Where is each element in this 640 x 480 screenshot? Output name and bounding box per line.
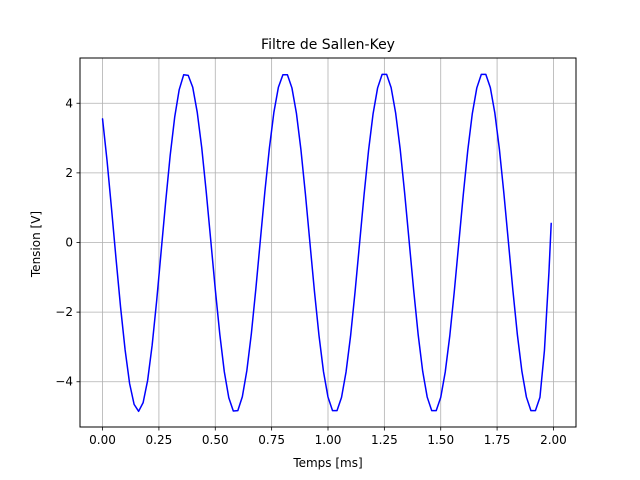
x-tick-label: 2.00 — [540, 433, 567, 447]
y-tick-label: 0 — [65, 236, 73, 250]
x-axis: 0.00 0.25 0.50 0.75 1.00 1.25 1.50 1.75 2.00 — [89, 427, 567, 447]
x-tick-label: 1.75 — [484, 433, 511, 447]
y-tick-label: −2 — [55, 305, 73, 319]
x-axis-label: Temps [ms] — [292, 456, 362, 470]
series-group — [101, 73, 552, 413]
x-tick-label: 1.25 — [371, 433, 398, 447]
x-tick-label: 0.75 — [258, 433, 285, 447]
y-axis-label: Tension [V] — [29, 211, 43, 278]
x-tick-label: 1.50 — [427, 433, 454, 447]
y-axis: −4 −2 0 2 4 — [55, 96, 80, 389]
series-line-0 — [101, 73, 552, 413]
x-tick-label: 0.25 — [146, 433, 173, 447]
y-tick-label: 4 — [65, 96, 73, 110]
x-tick-label: 0.50 — [202, 433, 229, 447]
y-tick-label: −4 — [55, 375, 73, 389]
x-tick-label: 0.00 — [89, 433, 116, 447]
x-tick-label: 1.00 — [315, 433, 342, 447]
chart-title: Filtre de Sallen-Key — [261, 37, 395, 53]
y-tick-label: 2 — [65, 166, 73, 180]
